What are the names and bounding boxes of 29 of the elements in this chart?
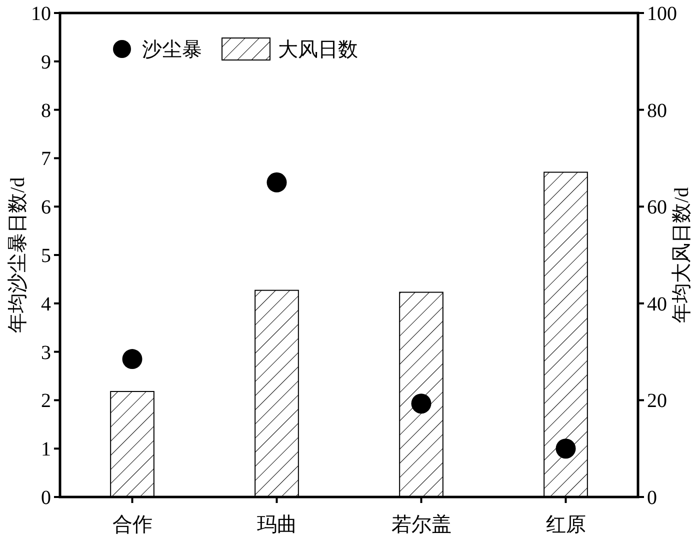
legend-label: 大风日数 bbox=[278, 39, 358, 61]
y-tick-label: 3 bbox=[41, 342, 51, 364]
y-tick-label: 6 bbox=[41, 196, 51, 219]
y2-tick-label: 100 bbox=[647, 3, 677, 25]
y-tick-label: 1 bbox=[41, 438, 51, 461]
y2-tick-label: 20 bbox=[647, 390, 667, 412]
y-tick-label: 5 bbox=[41, 245, 51, 267]
x-tick-label: 若尔盖 bbox=[391, 513, 452, 536]
y2-tick-label: 80 bbox=[647, 100, 667, 122]
point bbox=[122, 349, 142, 370]
y2-axis-title: 年均大风日数/d bbox=[671, 187, 693, 323]
point bbox=[266, 172, 287, 192]
x-tick-label: 玛曲 bbox=[256, 514, 297, 536]
y-axis-title: 年均沙尘暴日数/d bbox=[7, 177, 29, 333]
point bbox=[556, 438, 576, 459]
y-tick-label: 7 bbox=[41, 148, 51, 170]
y-tick-label: 0 bbox=[41, 487, 51, 509]
y2-tick-label: 0 bbox=[647, 487, 657, 509]
x-tick-label: 合作 bbox=[112, 514, 152, 536]
y-tick-label: 2 bbox=[41, 390, 51, 412]
y-tick-label: 10 bbox=[31, 3, 51, 25]
y-tick-label: 9 bbox=[41, 51, 51, 74]
y-tick-label: 4 bbox=[41, 293, 51, 316]
y-tick-label: 8 bbox=[41, 100, 51, 122]
x-tick-label: 红原 bbox=[546, 514, 586, 536]
y2-tick-label: 60 bbox=[647, 196, 667, 219]
legend-label: 沙尘暴 bbox=[142, 39, 202, 61]
y2-tick-label: 40 bbox=[647, 293, 667, 316]
point bbox=[411, 394, 432, 414]
